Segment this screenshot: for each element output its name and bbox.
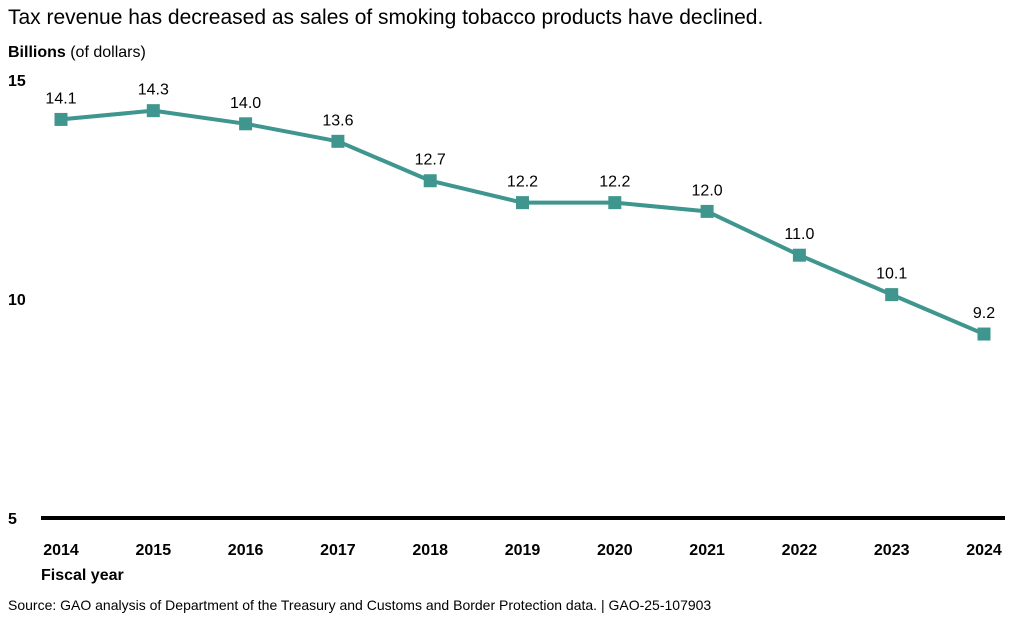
data-point	[54, 112, 68, 126]
data-point	[608, 196, 622, 210]
data-point	[700, 204, 714, 218]
y-tick-label: 10	[8, 292, 26, 309]
x-tick-label: 2024	[966, 542, 1002, 559]
y-tick-label: 5	[8, 511, 17, 528]
data-point	[792, 248, 806, 262]
x-tick-label: 2016	[228, 542, 264, 559]
x-tick-label: 2015	[136, 542, 172, 559]
source-note: Source: GAO analysis of Department of th…	[8, 597, 712, 613]
chart-title: Tax revenue has decreased as sales of sm…	[8, 6, 764, 29]
data-label: 14.3	[138, 82, 169, 99]
x-tick-label: 2014	[43, 542, 79, 559]
x-tick-label: 2023	[874, 542, 910, 559]
data-label: 10.1	[876, 266, 907, 283]
x-tick-label: 2020	[597, 542, 633, 559]
data-label: 13.6	[322, 112, 353, 129]
x-tick-label: 2017	[320, 542, 356, 559]
data-point	[331, 134, 345, 148]
x-tick-label: 2019	[505, 542, 541, 559]
data-point	[146, 104, 160, 118]
x-tick-label: 2018	[412, 542, 448, 559]
y-axis-label-detail: (of dollars)	[65, 44, 146, 61]
data-label: 12.2	[599, 174, 630, 191]
data-label: 14.1	[45, 90, 76, 107]
data-point	[423, 174, 437, 188]
data-label: 12.2	[507, 174, 538, 191]
data-label: 11.0	[784, 226, 814, 243]
data-point	[239, 117, 253, 131]
data-label: 9.2	[973, 305, 995, 322]
data-point	[516, 196, 529, 210]
y-axis-label-unit: Billions	[8, 44, 66, 61]
data-point	[977, 327, 991, 341]
data-label: 12.7	[415, 152, 446, 169]
data-point	[885, 288, 899, 302]
series-line	[60, 108, 985, 336]
data-label: 14.0	[230, 95, 261, 112]
y-tick-label: 15	[8, 73, 26, 90]
x-tick-label: 2022	[782, 542, 818, 559]
y-axis-label: Billions (of dollars)	[8, 44, 146, 62]
data-label: 12.0	[692, 182, 723, 199]
x-axis-label: Fiscal year	[41, 567, 124, 584]
x-tick-label: 2021	[689, 542, 725, 559]
